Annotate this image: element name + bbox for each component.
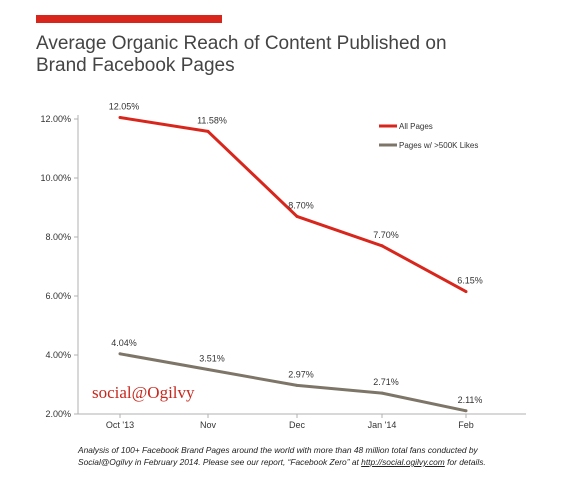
report-link[interactable]: http://social.ogilvy.com bbox=[361, 457, 445, 467]
all-pages-data-point bbox=[380, 244, 384, 248]
chart-title-line-2: Brand Facebook Pages bbox=[36, 55, 235, 76]
large-pages-data-label: 4.04% bbox=[111, 338, 137, 348]
footnote-line-2-start: Social@Ogilvy in February 2014. Please s… bbox=[78, 457, 362, 467]
all-pages-legend-label: All Pages bbox=[399, 122, 433, 131]
all-pages-data-label: 6.15% bbox=[457, 276, 483, 286]
large-pages-data-label: 2.11% bbox=[458, 395, 483, 405]
title-accent-bar bbox=[36, 15, 222, 23]
x-tick-label: Dec bbox=[289, 420, 306, 430]
large-pages-data-point bbox=[206, 368, 210, 371]
all-pages-data-label: 11.58% bbox=[197, 115, 227, 125]
large-pages-data-point bbox=[380, 391, 384, 395]
chart-title: Average Organic Reach of Content Publish… bbox=[36, 33, 556, 77]
footnote: Analysis of 100+ Facebook Brand Pages ar… bbox=[78, 444, 558, 468]
y-tick-label: 12.00% bbox=[40, 114, 71, 124]
large-pages-data-label: 2.97% bbox=[288, 369, 314, 379]
large-pages-data-point bbox=[295, 383, 299, 387]
footnote-line-1: Analysis of 100+ Facebook Brand Pages ar… bbox=[78, 445, 478, 455]
all-pages-data-label: 7.70% bbox=[373, 230, 399, 240]
y-tick-label: 10.00% bbox=[40, 173, 71, 183]
y-tick-label: 6.00% bbox=[45, 291, 71, 301]
all-pages-data-label: 8.70% bbox=[288, 200, 314, 210]
y-tick-label: 2.00% bbox=[45, 409, 71, 419]
y-tick-label: 4.00% bbox=[45, 350, 71, 360]
all-pages-data-point bbox=[464, 290, 468, 294]
large-pages-data-label: 3.51% bbox=[199, 353, 225, 363]
large-pages-legend-label: Pages w/ >500K Likes bbox=[399, 141, 478, 150]
chart-title-line-1: Average Organic Reach of Content Publish… bbox=[36, 33, 447, 54]
x-tick-label: Feb bbox=[458, 420, 474, 430]
all-pages-data-label: 12.05% bbox=[109, 102, 140, 112]
all-pages-data-point bbox=[206, 129, 210, 133]
x-tick-label: Oct '13 bbox=[106, 420, 134, 430]
y-tick-label: 8.00% bbox=[45, 232, 71, 242]
footnote-line-2-end: for details. bbox=[444, 457, 486, 467]
large-pages-data-label: 2.71% bbox=[373, 377, 399, 387]
all-pages-data-point bbox=[295, 214, 299, 218]
all-pages-data-point bbox=[118, 116, 122, 119]
social-ogilvy-logo: social@Ogilvy bbox=[92, 383, 195, 402]
large-pages-data-point bbox=[464, 409, 468, 413]
x-tick-label: Nov bbox=[200, 420, 217, 430]
large-pages-data-point bbox=[118, 352, 122, 356]
x-tick-label: Jan '14 bbox=[368, 420, 397, 430]
